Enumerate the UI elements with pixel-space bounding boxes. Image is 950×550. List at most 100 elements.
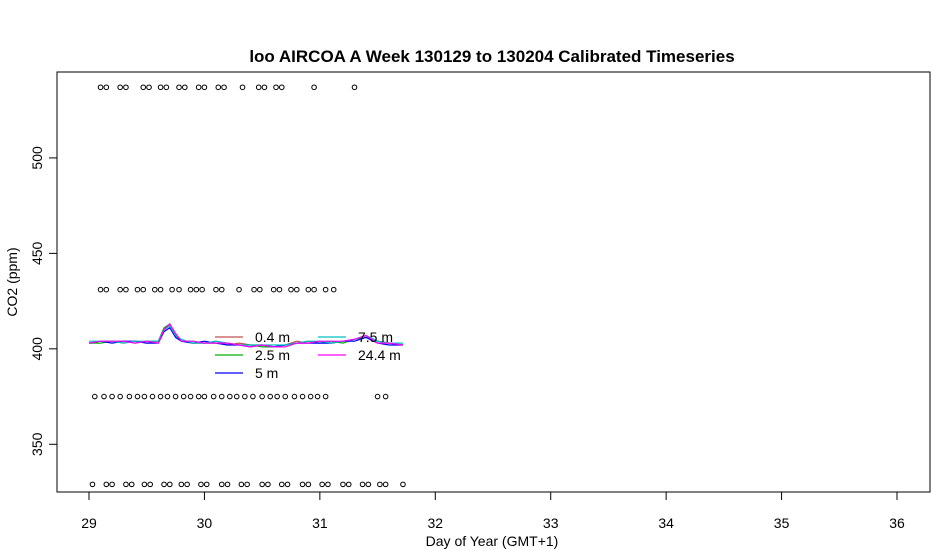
data-point — [187, 393, 194, 400]
data-point — [224, 481, 231, 488]
data-point — [109, 393, 115, 400]
data-point — [167, 481, 173, 488]
data-point — [270, 286, 277, 293]
data-point — [184, 481, 190, 488]
data-point — [198, 481, 204, 488]
x-axis-label: Day of Year (GMT+1) — [426, 533, 559, 549]
data-point — [201, 84, 208, 91]
data-point — [244, 481, 250, 488]
y-tick-label: 400 — [29, 337, 45, 361]
series-line — [88, 323, 404, 348]
data-point — [314, 393, 321, 400]
data-point — [274, 393, 280, 400]
data-point — [288, 286, 294, 293]
x-tick-label: 30 — [197, 515, 213, 531]
data-point — [322, 286, 329, 293]
data-point — [233, 393, 240, 400]
data-point — [238, 481, 245, 488]
y-tick-label: 350 — [29, 432, 45, 456]
data-point — [359, 481, 366, 488]
data-point — [259, 393, 265, 400]
data-point — [146, 84, 152, 91]
data-point — [227, 393, 233, 400]
x-tick-label: 29 — [81, 515, 97, 531]
data-point — [199, 286, 205, 293]
data-point — [128, 481, 135, 488]
data-point — [176, 286, 182, 293]
y-axis-label: CO2 (ppm) — [4, 247, 20, 316]
data-point — [157, 393, 164, 400]
data-point — [195, 393, 202, 400]
data-point — [374, 393, 381, 400]
data-point — [305, 481, 312, 488]
data-point — [322, 393, 329, 400]
data-point — [307, 393, 314, 400]
data-point — [134, 286, 141, 293]
data-point — [182, 84, 188, 91]
data-point — [149, 393, 156, 400]
data-point — [123, 481, 129, 488]
markers-layer — [89, 84, 406, 488]
series-layer — [88, 323, 404, 348]
data-point — [311, 286, 317, 293]
data-point — [140, 286, 147, 293]
data-point — [126, 393, 133, 400]
data-point — [400, 481, 406, 488]
y-tick-label: 500 — [29, 146, 45, 170]
data-point — [163, 84, 170, 91]
legend-label: 7.5 m — [358, 329, 393, 345]
data-point — [103, 286, 110, 293]
data-point — [147, 481, 153, 488]
data-point — [117, 84, 123, 91]
data-point — [257, 286, 263, 293]
data-point — [218, 481, 225, 488]
data-point — [267, 393, 274, 400]
data-point — [151, 286, 158, 293]
data-point — [340, 481, 346, 488]
data-point — [187, 286, 194, 293]
data-point — [103, 84, 110, 91]
legend-label: 5 m — [255, 365, 278, 381]
data-point — [134, 393, 141, 400]
data-point — [91, 393, 98, 400]
legend-label: 24.4 m — [358, 347, 401, 363]
data-point — [299, 481, 306, 488]
data-point — [141, 481, 148, 488]
y-tick-label: 450 — [29, 241, 45, 265]
data-point — [218, 393, 225, 400]
data-point — [325, 481, 331, 488]
data-point — [299, 393, 306, 400]
data-point — [141, 393, 148, 400]
data-point — [293, 286, 300, 293]
data-point — [213, 286, 219, 293]
data-point — [273, 84, 279, 91]
x-tick-label: 31 — [312, 515, 328, 531]
data-point — [123, 84, 129, 91]
y-axis: 350 400 450 500 — [29, 146, 58, 456]
data-point — [259, 481, 265, 488]
data-point — [382, 393, 389, 400]
data-point — [382, 481, 389, 488]
data-point — [276, 286, 283, 293]
series-line — [88, 325, 404, 348]
data-point — [123, 286, 129, 293]
data-point — [251, 286, 257, 293]
data-point — [345, 481, 352, 488]
series-line — [89, 325, 403, 346]
data-point — [97, 286, 104, 293]
data-point — [203, 481, 210, 488]
x-tick-label: 36 — [889, 515, 905, 531]
data-point — [250, 393, 256, 400]
data-point — [176, 84, 182, 91]
data-point — [172, 393, 179, 400]
data-point — [236, 286, 242, 293]
data-point — [239, 84, 246, 91]
data-point — [278, 84, 285, 91]
data-point — [109, 481, 115, 488]
data-point — [365, 481, 372, 488]
data-point — [311, 84, 317, 91]
data-point — [161, 481, 167, 488]
data-point — [265, 481, 271, 488]
data-point — [157, 286, 164, 293]
